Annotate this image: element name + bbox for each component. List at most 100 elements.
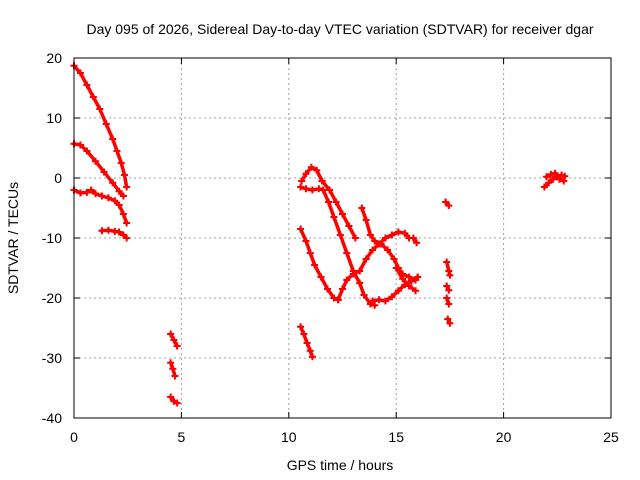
data-point (330, 213, 338, 221)
series-arc-19 (443, 258, 454, 279)
data-point (446, 319, 454, 327)
data-point (100, 168, 108, 176)
grid (74, 58, 611, 418)
x-tick-labels: 0 5 10 15 20 25 (70, 429, 619, 445)
data-point (360, 291, 368, 299)
data-point (442, 198, 450, 206)
data-point (313, 166, 321, 174)
data-point (390, 255, 398, 263)
series-arc-9 (297, 225, 342, 304)
data-point (111, 197, 119, 205)
data-point (334, 296, 342, 304)
data-point (545, 179, 553, 187)
series-arc-5 (167, 330, 181, 350)
data-point (343, 276, 351, 284)
data-point (339, 210, 346, 218)
data-point (91, 190, 99, 198)
data-point (115, 187, 123, 195)
data-point (120, 171, 128, 179)
data-point (83, 81, 91, 89)
data-point (123, 183, 131, 191)
data-point (113, 147, 121, 155)
data-point (339, 285, 346, 293)
data-point (167, 330, 175, 338)
data-point (96, 105, 104, 113)
data-point (298, 177, 306, 185)
data-point (369, 246, 377, 254)
data-point (358, 204, 366, 212)
data-point (366, 231, 374, 239)
x-tick-label: 20 (496, 429, 512, 445)
data-point (405, 282, 413, 290)
data-point (98, 192, 106, 200)
data-point (362, 255, 370, 263)
x-tick-label: 0 (70, 429, 78, 445)
data-point (399, 275, 407, 283)
data-point (109, 179, 117, 187)
data-point (362, 216, 370, 224)
data-point (407, 277, 415, 285)
data-point (444, 315, 452, 323)
data-point (330, 294, 338, 302)
series-arc-6 (167, 359, 179, 380)
data-point (325, 198, 333, 206)
data-point (543, 173, 551, 181)
data-point (123, 234, 131, 242)
data-point (297, 323, 305, 331)
data-point (345, 222, 353, 230)
data-point (336, 231, 344, 239)
series-arc-3 (70, 186, 131, 227)
data-point (413, 239, 421, 247)
data-point (356, 279, 364, 287)
data-point (388, 293, 396, 301)
data-point (302, 185, 310, 193)
data-point (167, 393, 175, 401)
data-point (306, 347, 314, 355)
data-point (409, 234, 417, 242)
data-point (102, 120, 110, 128)
data-point (317, 273, 325, 281)
data-point (76, 141, 84, 149)
x-tick-label: 5 (178, 429, 186, 445)
series-arc-16 (392, 264, 420, 295)
x-tick-label: 15 (388, 429, 404, 445)
data-point (308, 186, 316, 194)
data-point (551, 169, 559, 177)
data-point (98, 227, 106, 235)
data-point (318, 177, 326, 185)
data-point (388, 231, 396, 239)
data-point (91, 157, 99, 165)
series-arc-22 (444, 315, 454, 327)
data-point (445, 300, 453, 308)
y-tick-label: -40 (42, 410, 62, 426)
y-tick-labels: -40 -30 -20 -10 0 10 20 (42, 50, 62, 426)
data-point (394, 228, 402, 236)
data-point (351, 234, 359, 242)
series-arc-13 (334, 228, 413, 304)
data-point (302, 170, 310, 178)
data-point (297, 183, 305, 191)
series-line (320, 179, 358, 240)
data-point (443, 282, 451, 290)
series-arc-8 (297, 323, 316, 361)
y-tick-label: 0 (54, 170, 62, 186)
series-arc-18 (442, 198, 453, 210)
data-point (308, 353, 316, 361)
data-point (394, 287, 402, 295)
series-line (360, 206, 420, 282)
series-arc-1 (70, 62, 131, 191)
data-point (555, 175, 563, 183)
data-point (443, 258, 451, 266)
data-point (83, 188, 91, 196)
data-point (443, 294, 451, 302)
data-point (119, 210, 127, 218)
data-point (303, 339, 311, 347)
data-point (375, 296, 383, 304)
data-point (169, 365, 177, 373)
data-point (115, 228, 123, 236)
data-point (371, 237, 379, 245)
series-arc-12 (318, 177, 359, 242)
x-axis-label: GPS time / hours (287, 457, 394, 473)
data-point (109, 135, 117, 143)
data-point (343, 249, 351, 257)
